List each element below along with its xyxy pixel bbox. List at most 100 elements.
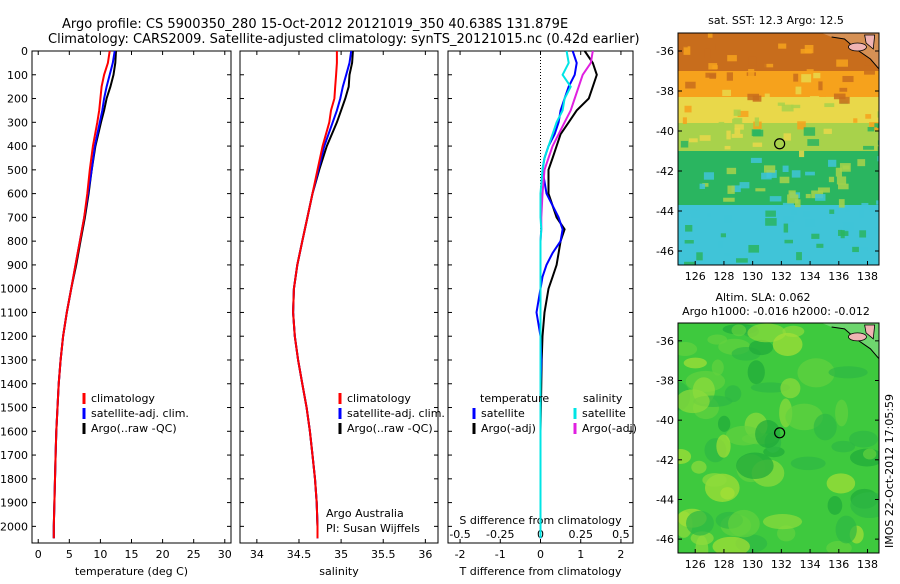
sst-noise (839, 87, 848, 92)
sst-noise (797, 121, 806, 130)
sst-noise (865, 114, 872, 119)
sst-noise (684, 105, 692, 113)
sst-noise (782, 216, 794, 222)
sla-blob (707, 334, 728, 345)
sst-noise (764, 63, 774, 68)
sla-blob (772, 332, 803, 357)
legend-label: satellite-adj. clim. (91, 407, 189, 420)
panel-frame (239, 50, 439, 544)
sst-noise (684, 261, 696, 265)
map-subtitle: Argo h1000: -0.016 h2000: -0.012 (682, 305, 870, 318)
x-tick-label: 10 (93, 548, 107, 561)
x-tick-label: 130 (742, 558, 763, 571)
sst-noise (842, 165, 850, 170)
land (821, 323, 879, 359)
sst-noise (782, 202, 794, 207)
map-title: Altim. SLA: 0.062 (715, 291, 810, 304)
sla-blob (827, 496, 843, 515)
sst-noise (825, 96, 837, 103)
y-tick-label: 1900 (0, 497, 28, 510)
sla-blob (678, 389, 710, 414)
x-tick-label-salinity: 0.25 (568, 528, 593, 541)
x-tick-label: 130 (742, 270, 763, 283)
y-tick-label: -44 (656, 205, 674, 218)
sst-noise (734, 128, 741, 135)
legend-label: Argo(-adj) (481, 422, 536, 435)
y-tick-label: 1400 (0, 378, 28, 391)
sst-noise (783, 133, 792, 141)
sst-noise (718, 121, 725, 126)
sst-noise (817, 187, 830, 193)
sla-blob (683, 357, 707, 369)
sst-noise (737, 110, 749, 117)
sst-noise (783, 223, 789, 233)
x-tick-label: 138 (857, 558, 878, 571)
sst-noise (802, 210, 810, 217)
sla-blob (720, 487, 735, 500)
sst-noise (877, 156, 879, 162)
sst-noise (748, 244, 760, 253)
sst-noise (689, 209, 697, 214)
profile-panel-1: 0100200300400500600700800900100011001200… (0, 45, 232, 578)
sst-noise (736, 258, 748, 263)
sla-blob (695, 535, 709, 553)
sst-noise (843, 260, 855, 265)
sst-noise (778, 43, 787, 49)
sst-noise (685, 224, 693, 232)
land-peninsula (864, 324, 876, 340)
sst-noise (795, 86, 802, 95)
sst-noise (782, 165, 789, 172)
sst-noise (867, 126, 875, 132)
sla-blob (777, 525, 796, 542)
sla-blob (835, 399, 849, 427)
land (821, 33, 879, 69)
sst-noise (739, 182, 750, 189)
x-tick-label: -1 (495, 548, 506, 561)
sst-noise (699, 135, 711, 141)
sst-noise (803, 127, 816, 136)
x-tick-label: 132 (771, 270, 792, 283)
y-tick-label: -36 (656, 45, 674, 58)
sst-noise (706, 212, 712, 217)
sst-noise (805, 171, 815, 176)
y-tick-label: 400 (7, 140, 28, 153)
sst-noise (784, 239, 794, 244)
sst-noise (840, 230, 845, 239)
island-kangaroo (848, 332, 867, 342)
legend-title: temperature (480, 392, 549, 405)
sst-noise (842, 75, 854, 83)
sst-noise (727, 185, 735, 194)
sst-noise (769, 196, 782, 202)
sst-noise (747, 93, 760, 101)
x-tick-label: 34 (250, 548, 264, 561)
sst-noise (877, 146, 879, 151)
y-tick-label: -40 (656, 414, 674, 427)
x-axis-label: T difference from climatology (459, 565, 622, 578)
sst-noise (824, 103, 835, 108)
sst-noise (793, 73, 799, 82)
sst-noise (755, 188, 766, 192)
legend-label: climatology (347, 392, 411, 405)
sst-noise (774, 206, 786, 211)
sst-noise (724, 145, 731, 150)
y-tick-label: 1800 (0, 473, 28, 486)
sst-noise (864, 65, 875, 75)
sst-noise (685, 81, 696, 89)
sst-band (678, 123, 879, 152)
sst-noise (702, 183, 709, 187)
sst-noise (823, 128, 832, 134)
x-tick-label: -2 (455, 548, 466, 561)
x-tick-label: 136 (828, 558, 849, 571)
sla-blob (678, 342, 698, 357)
sst-noise (733, 109, 741, 116)
sst-noise (863, 145, 875, 150)
coastline (821, 323, 879, 360)
sst-noise (705, 72, 717, 78)
sla-blob (790, 456, 826, 471)
sla-blob (702, 473, 727, 487)
x-tick-label: 126 (685, 270, 706, 283)
y-tick-label: -38 (656, 85, 674, 98)
sst-noise (731, 133, 743, 138)
sst-noise (680, 140, 689, 148)
x-tick-label: 136 (828, 270, 849, 283)
